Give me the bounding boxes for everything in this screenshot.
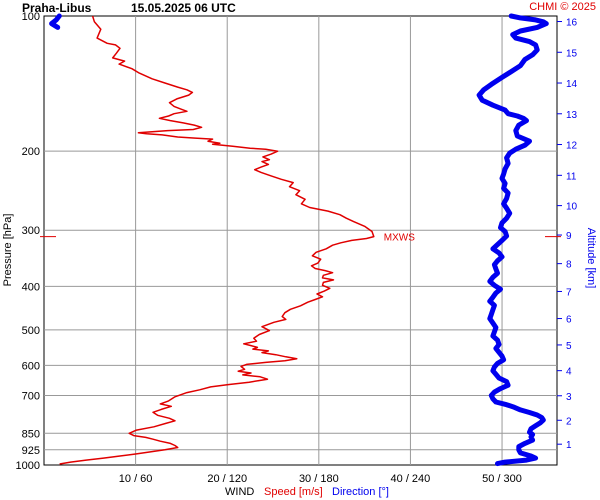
pressure-tick-label: 200: [22, 146, 40, 158]
mxws-label: MXWS: [384, 233, 415, 244]
altitude-tick-label: 15: [566, 48, 578, 59]
datetime-title: 15.05.2025 06 UTC: [131, 1, 236, 15]
pressure-tick-label: 400: [22, 281, 40, 293]
pressure-tick-label: 700: [22, 390, 40, 402]
altitude-axis-label: Altitude [km]: [585, 228, 597, 289]
altitude-tick-label: 8: [566, 260, 572, 271]
altitude-tick-label: 1: [566, 440, 572, 451]
altitude-tick-label: 12: [566, 141, 578, 152]
altitude-tick-label: 5: [566, 341, 572, 352]
wind-tick-label: 30 / 180: [299, 473, 339, 485]
wind-tick-label: 40 / 240: [391, 473, 431, 485]
altitude-tick-label: 3: [566, 392, 572, 403]
altitude-tick-label: 11: [566, 171, 577, 182]
speed-axis-label: Speed [m/s]: [264, 486, 323, 498]
speed-series-line: [59, 15, 375, 465]
altitude-tick-label: 6: [566, 315, 572, 326]
altitude-tick-label: 14: [566, 79, 578, 90]
wind-tick-label: 50 / 300: [482, 473, 522, 485]
pressure-axis: 100 200 300 400 500 600 700 850 925 1000: [16, 11, 40, 472]
direction-axis-label: Direction [°]: [332, 486, 389, 498]
pressure-tick-label: 100: [22, 11, 40, 23]
pressure-tick-label: 1000: [16, 460, 40, 472]
wind-tick-label: 10 / 60: [119, 473, 153, 485]
altitude-tick-label: 4: [566, 367, 572, 378]
altitude-tick-label: 9: [566, 231, 572, 242]
altitude-tick-label: 7: [566, 287, 572, 298]
pressure-tick-label: 600: [22, 360, 40, 372]
plot-frame: [43, 15, 558, 466]
altitude-tick-label: 16: [566, 18, 578, 29]
station-title: Praha-Libus: [22, 1, 92, 15]
pressure-tick-label: 925: [22, 445, 40, 457]
wind-axis-label: WIND: [225, 486, 254, 498]
credit-label: CHMI © 2025: [529, 1, 596, 13]
pressure-tick-label: 500: [22, 325, 40, 337]
altitude-tick-label: 13: [566, 110, 578, 121]
direction-series-lines: [49, 13, 549, 467]
pressure-axis-label: Pressure [hPa]: [2, 214, 14, 287]
altitude-tick-label: 2: [566, 416, 572, 427]
pressure-tick-label: 300: [22, 225, 40, 237]
wind-tick-label: 20 / 120: [207, 473, 247, 485]
pressure-tick-label: 850: [22, 428, 40, 440]
direction-segment: [49, 13, 62, 30]
altitude-tick-label: 10: [566, 202, 578, 213]
grid-lines: [44, 16, 557, 465]
mxws-marker: MXWS: [40, 233, 561, 244]
wind-axis: 10 / 60 20 / 120 30 / 180 40 / 240 50 / 300: [119, 473, 522, 485]
direction-segment: [476, 13, 549, 467]
